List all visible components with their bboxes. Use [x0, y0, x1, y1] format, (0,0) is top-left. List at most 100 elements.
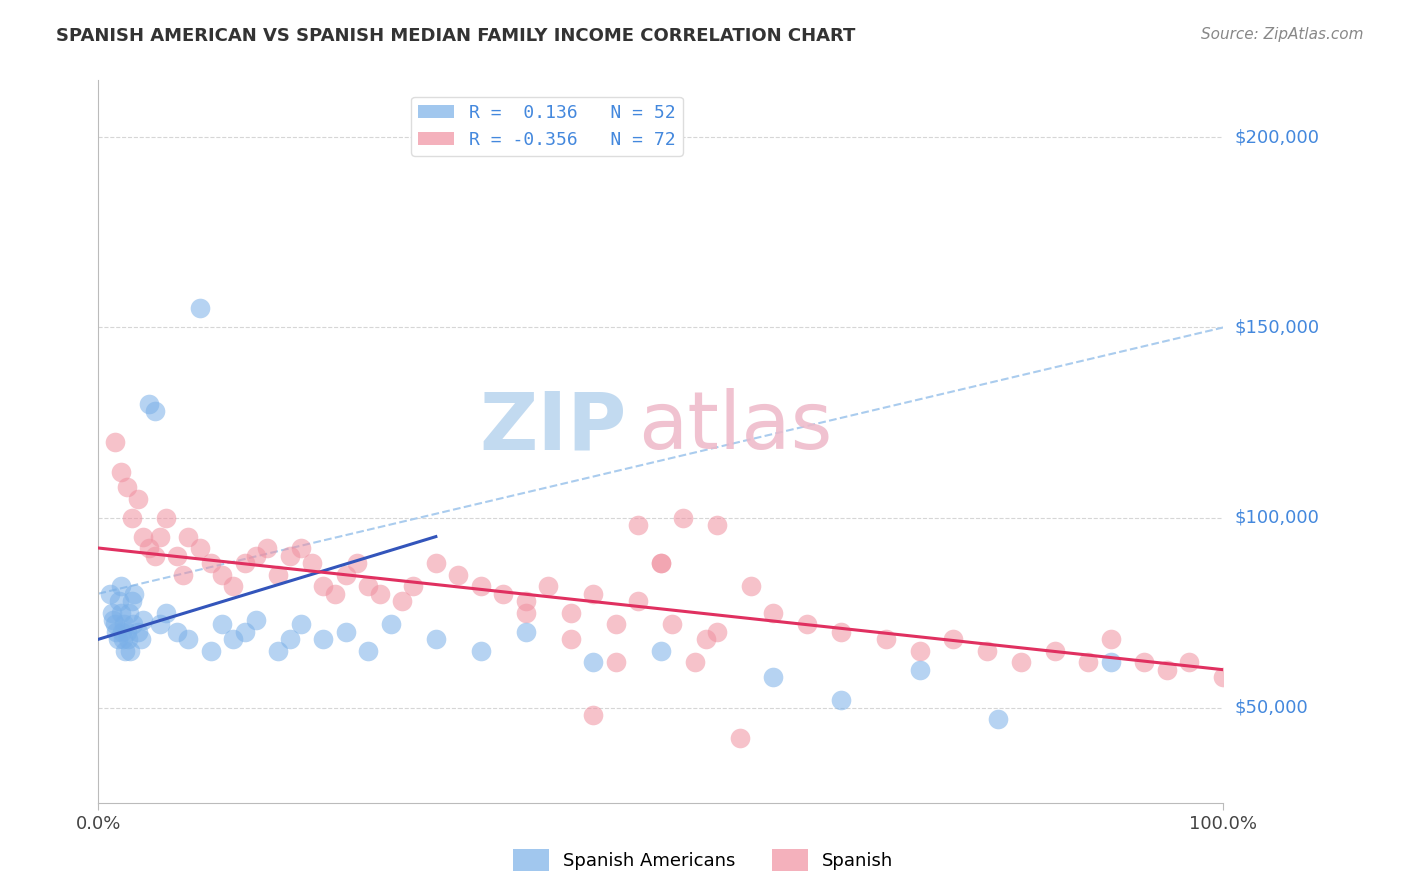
Point [908, 663, 931, 677]
Point [706, 518, 728, 533]
Point [155, 510, 177, 524]
Point [143, 404, 166, 418]
Point [335, 567, 357, 582]
Text: SPANISH AMERICAN VS SPANISH MEDIAN FAMILY INCOME CORRELATION CHART: SPANISH AMERICAN VS SPANISH MEDIAN FAMIL… [56, 27, 856, 45]
Point [312, 579, 335, 593]
Point [98, 587, 121, 601]
Point [1099, 632, 1122, 647]
Point [172, 567, 194, 582]
Point [605, 655, 627, 669]
Point [107, 632, 129, 647]
Point [447, 567, 470, 582]
Point [661, 617, 683, 632]
Point [425, 632, 447, 647]
Point [110, 606, 132, 620]
Point [1156, 663, 1178, 677]
Point [605, 617, 627, 632]
Point [101, 606, 124, 620]
Point [672, 510, 695, 524]
Point [301, 556, 323, 570]
Point [368, 587, 391, 601]
Text: Source: ZipAtlas.com: Source: ZipAtlas.com [1201, 27, 1364, 42]
Point [104, 617, 127, 632]
Point [560, 606, 582, 620]
Point [138, 396, 160, 410]
Point [105, 624, 128, 639]
Point [740, 579, 762, 593]
Point [987, 712, 1010, 726]
Point [118, 643, 141, 657]
Point [335, 624, 357, 639]
Point [111, 624, 134, 639]
Point [143, 549, 166, 563]
Point [211, 567, 233, 582]
Point [117, 632, 139, 647]
Point [582, 587, 605, 601]
Point [650, 556, 672, 570]
Point [312, 632, 335, 647]
Point [256, 541, 278, 555]
Point [391, 594, 413, 608]
Point [155, 606, 177, 620]
Point [470, 643, 492, 657]
Point [245, 549, 267, 563]
Point [101, 613, 124, 627]
Point [278, 632, 301, 647]
Legend: Spanish Americans, Spanish: Spanish Americans, Spanish [505, 842, 901, 879]
Point [1043, 643, 1066, 657]
Point [627, 518, 650, 533]
Point [1178, 655, 1201, 669]
Point [290, 541, 312, 555]
Point [380, 617, 402, 632]
Point [627, 594, 650, 608]
Point [650, 556, 672, 570]
Point [278, 549, 301, 563]
Point [830, 624, 852, 639]
Point [188, 541, 211, 555]
Point [233, 556, 256, 570]
Point [830, 693, 852, 707]
Point [1077, 655, 1099, 669]
Point [425, 556, 447, 570]
Point [138, 541, 160, 555]
Point [177, 530, 200, 544]
Point [537, 579, 560, 593]
Point [942, 632, 965, 647]
Point [211, 617, 233, 632]
Point [200, 556, 222, 570]
Text: $200,000: $200,000 [1234, 128, 1319, 146]
Point [402, 579, 425, 593]
Point [357, 579, 380, 593]
Point [706, 624, 728, 639]
Text: $50,000: $50,000 [1234, 698, 1308, 717]
Point [560, 632, 582, 647]
Point [112, 617, 135, 632]
Point [107, 594, 129, 608]
Point [515, 606, 537, 620]
Point [267, 643, 290, 657]
Point [728, 731, 751, 746]
Point [1212, 670, 1234, 684]
Point [515, 594, 537, 608]
Point [346, 556, 368, 570]
Point [762, 606, 785, 620]
Point [166, 624, 188, 639]
Point [796, 617, 818, 632]
Point [357, 643, 380, 657]
Point [112, 632, 135, 647]
Point [127, 491, 149, 506]
Point [132, 613, 155, 627]
Point [267, 567, 290, 582]
Point [290, 617, 312, 632]
Point [166, 549, 188, 563]
Point [1010, 655, 1032, 669]
Point [683, 655, 706, 669]
Text: ZIP: ZIP [479, 388, 627, 467]
Point [110, 579, 132, 593]
Point [875, 632, 897, 647]
Point [470, 579, 492, 593]
Point [149, 617, 172, 632]
Point [762, 670, 785, 684]
Point [129, 632, 152, 647]
Point [582, 708, 605, 723]
